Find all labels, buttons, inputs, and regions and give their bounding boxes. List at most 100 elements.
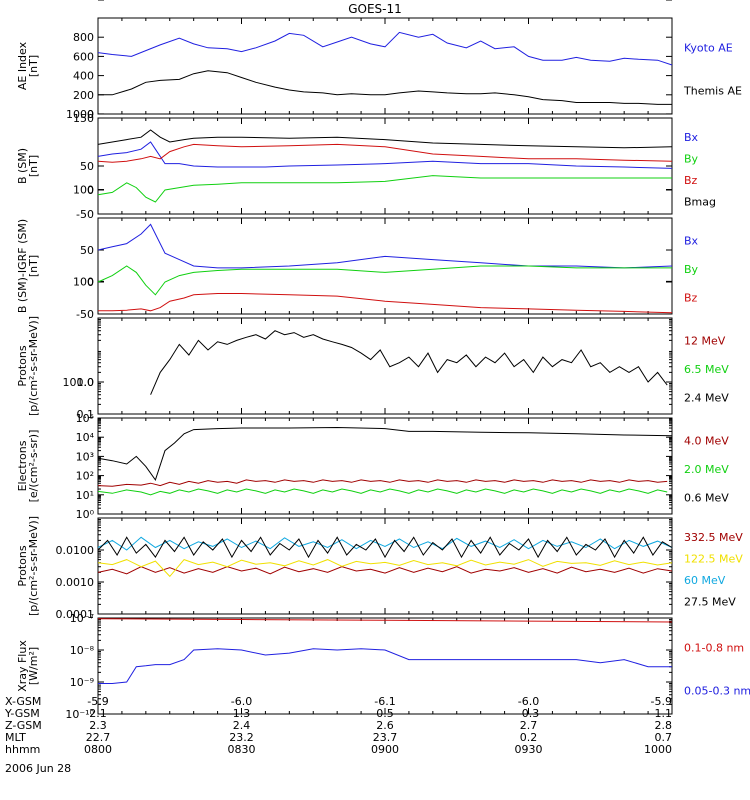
legend-entry: Bz: [684, 292, 698, 305]
panel-frame: [97, 417, 673, 515]
series-line-4-0-mev: [97, 479, 668, 487]
y-tick-label: 10⁴: [76, 431, 95, 444]
legend-entry: Kyoto AE: [684, 42, 733, 55]
y-tick-label: 150: [73, 112, 94, 125]
y-axis-label: Protons[p/(cm²-s-sr-MeV)]: [16, 516, 40, 616]
panel-b-sm: -50 0 50 100 150 B (SM)[nT] Bx By Bz Bmag: [16, 112, 716, 221]
x-axis-tick-value: -6.0: [231, 695, 252, 708]
y-tick-label: 10⁻⁹: [70, 676, 94, 689]
x-axis-row-label: Z-GSM: [5, 719, 42, 732]
legend-entry: 12 MeV: [684, 334, 726, 347]
series-line-122-5-mev: [97, 559, 673, 578]
legend-entry: Bmag: [684, 195, 716, 208]
series-line-0-05-0-3-nm: [98, 648, 672, 684]
x-axis-row-label: Y-GSM: [4, 707, 40, 720]
x-axis-tick-value: 1000: [644, 743, 672, 756]
legend-entry: Bx: [684, 131, 699, 144]
x-axis-tick-value: 1.3: [233, 707, 251, 720]
y-tick-label: 0.1: [77, 408, 95, 421]
y-tick-label: 100: [73, 275, 94, 288]
panel-frame: [97, 317, 673, 415]
x-axis-row-label: MLT: [5, 731, 26, 744]
y-tick-label: 1000: [66, 108, 94, 121]
y-tick-label: 10⁵: [76, 412, 94, 425]
y-tick-label: 50: [80, 244, 94, 257]
series-line-bz: [98, 293, 673, 314]
legend-entry: 6.5 MeV: [684, 363, 729, 376]
y-tick-label: 0: [87, 108, 94, 121]
panel-b-sm-igrf: -50 0 50 100 B (SM)-IGRF (SM)[nT] Bx By Bz: [16, 217, 699, 321]
y-tick-label: 600: [73, 50, 94, 63]
y-tick-label: -50: [76, 208, 94, 221]
panel-protons-1: 0.1 1.0 10.0 100.0 Protons[p/(cm²-s-sr-MeV)]…: [16, 0, 729, 421]
x-axis-tick-value: 2.1: [89, 707, 107, 720]
series-line-27-5-mev: [97, 536, 673, 559]
series-line-themis-ae: [98, 70, 672, 105]
legend-entry: 332.5 MeV: [684, 531, 743, 544]
x-axis-tick-value: 0900: [371, 743, 399, 756]
y-tick-label: -50: [76, 308, 94, 321]
x-axis-tick-value: 2.4: [233, 719, 251, 732]
y-tick-label: 400: [73, 70, 94, 83]
legend-entry: Bx: [684, 234, 699, 247]
series-line-bmag: [97, 129, 673, 149]
legend-entry: 0.1-0.8 nm: [684, 642, 744, 655]
y-tick-label: 100.0: [63, 376, 95, 389]
y-axis-label: B (SM)[nT]: [16, 148, 40, 184]
x-axis-tick-value: -5.9: [651, 695, 672, 708]
y-tick-label: 10¹: [76, 489, 94, 502]
y-axis-label: Electrons[e/(cm²-s-sr)]: [16, 430, 40, 503]
x-axis-tick-value: 22.7: [86, 731, 111, 744]
series-line-kyoto-ae: [97, 31, 673, 66]
y-axis-label: B (SM)-IGRF (SM)[nT]: [16, 219, 40, 313]
y-axis-label: Protons[p/(cm²-s-sr-MeV)]: [16, 316, 40, 416]
x-axis-row-label: X-GSM: [5, 695, 41, 708]
y-tick-label: 10³: [76, 450, 94, 463]
date-label: 2006 Jun 28: [5, 762, 71, 775]
series-line-60-mev: [97, 536, 673, 551]
y-tick-label: 1.0: [77, 376, 95, 389]
x-axis-tick-value: 2.6: [376, 719, 394, 732]
x-axis-tick-value: -5.9: [87, 695, 108, 708]
x-axis-tick-value: 0800: [84, 743, 112, 756]
x-axis-tick-value: 0.2: [520, 731, 538, 744]
x-axis-tick-value: -0.3: [518, 707, 539, 720]
y-tick-label: 0.0001: [56, 608, 95, 621]
x-axis-tick-value: 0930: [515, 743, 543, 756]
legend-entry: 2.0 MeV: [684, 463, 729, 476]
y-tick-label: 10.0: [70, 0, 95, 3]
panel-electrons: 10⁰ 10¹ 10² 10³ 10⁴ 10⁵ Electrons[e/(cm²-s-sr)…: [16, 412, 729, 521]
legend-entry: Bz: [684, 174, 698, 187]
legend-entry: 27.5 MeV: [684, 595, 736, 608]
legend-entry: 122.5 MeV: [684, 552, 743, 565]
series-line-0-1-0-8-nm: [97, 618, 673, 623]
y-tick-label: 10⁻⁷: [70, 612, 94, 625]
series-line-2-0-mev: [97, 488, 668, 496]
series-line-2-4-mev: [150, 330, 668, 395]
x-axis-tick-value: 2.8: [655, 719, 673, 732]
y-axis-label: AE Index[nT]: [16, 41, 40, 90]
panel-frame: [97, 17, 673, 115]
y-tick-label: 200: [73, 89, 94, 102]
panel-xray: 10⁻¹⁰ 10⁻⁹ 10⁻⁸ 10⁻⁷ Xray Flux[W/m²] 0.1-0.8 …: [16, 612, 750, 721]
y-tick-label: 10²: [76, 470, 94, 483]
x-axis-tick-value: 23.7: [373, 731, 398, 744]
x-axis-tick-value: -1.1: [651, 707, 672, 720]
y-tick-label: 10⁻⁸: [70, 644, 95, 657]
series-line-0-6-mev: [97, 426, 673, 481]
panel-frame: [97, 517, 673, 615]
y-tick-label: 10⁰: [76, 508, 95, 521]
legend-entry: 2.4 MeV: [684, 392, 729, 405]
series-line-bx: [97, 141, 673, 169]
y-axis-label: Xray Flux[W/m²]: [16, 640, 40, 692]
chart-title: GOES-11: [348, 2, 402, 16]
x-axis-tick-value: 0830: [228, 743, 256, 756]
legend-entry: 0.6 MeV: [684, 492, 729, 505]
y-tick-label: 0.0100: [56, 544, 95, 557]
legend-entry: Themis AE: [683, 85, 742, 98]
y-tick-label: 100: [73, 184, 94, 197]
x-axis-tick-value: 2.7: [520, 719, 538, 732]
x-axis-tick-value: -6.1: [374, 695, 395, 708]
series-line-bz: [97, 143, 673, 163]
